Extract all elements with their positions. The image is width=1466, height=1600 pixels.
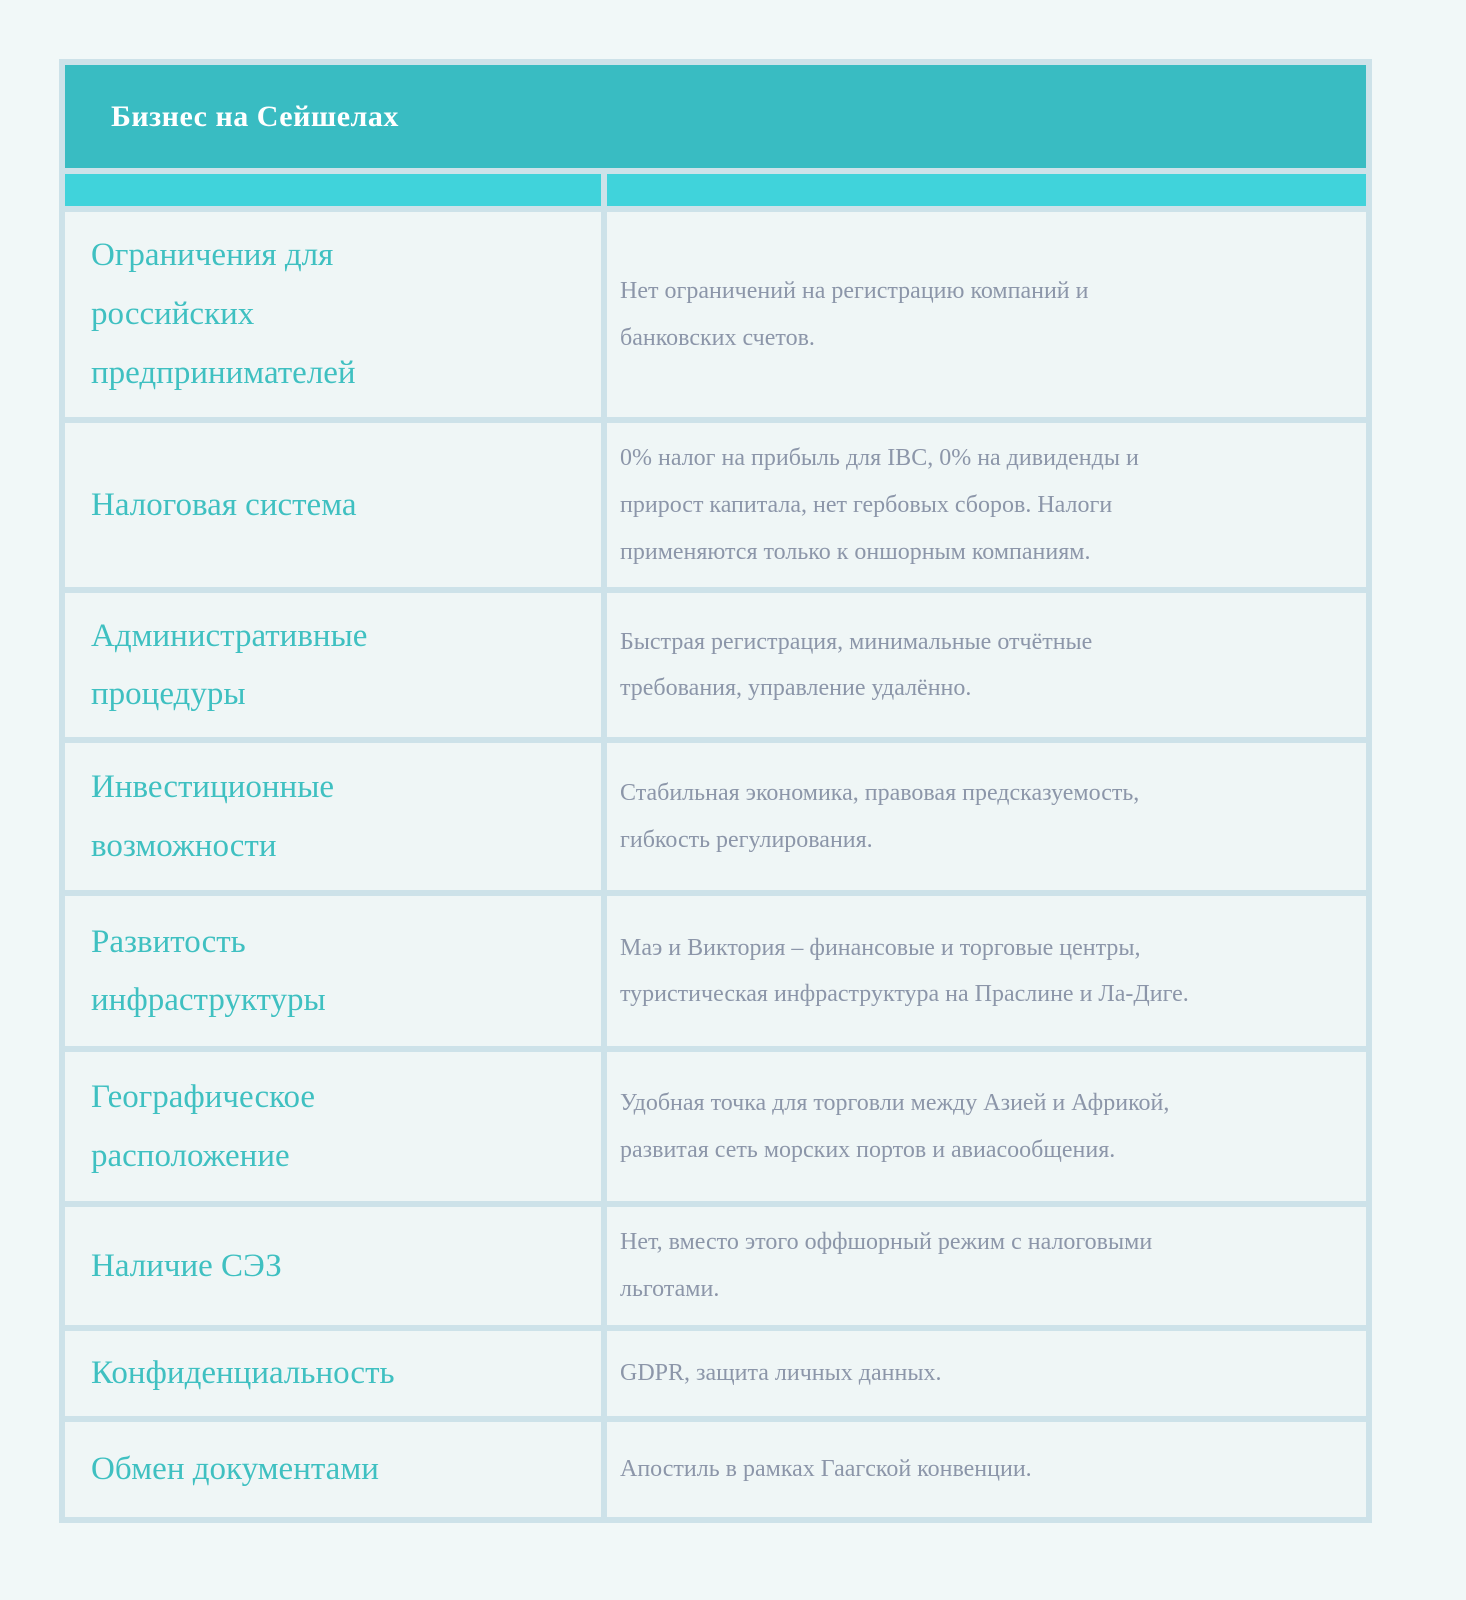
row-value: 0% налог на прибыль для IBC, 0% на дивид… <box>620 445 1139 565</box>
row-value-cell: Маэ и Виктория – финансовые и торговые ц… <box>607 896 1366 1047</box>
table-row: Географическое расположение Удобная точк… <box>65 1052 1366 1202</box>
table-subheader-row <box>65 174 1366 206</box>
row-value-cell: Удобная точка для торговли между Азией и… <box>607 1052 1366 1202</box>
table-row: Конфиденциальность GDPR, защита личных д… <box>65 1330 1366 1416</box>
row-value-cell: Стабильная экономика, правовая предсказу… <box>607 743 1366 891</box>
table-row: Налоговая система 0% налог на прибыль дл… <box>65 423 1366 588</box>
row-label-cell: Наличие СЭЗ <box>65 1207 601 1325</box>
row-value-cell: Апостиль в рамках Гаагской конвенции. <box>607 1421 1366 1517</box>
table-row: Административные процедуры Быстрая регис… <box>65 593 1366 738</box>
row-value-cell: GDPR, защита личных данных. <box>607 1330 1366 1416</box>
row-label-cell: Инвестиционные возможности <box>65 743 601 891</box>
row-label: Инвестиционные возможности <box>91 769 335 864</box>
row-label-cell: Налоговая система <box>65 423 601 588</box>
subheader-cell-right <box>607 174 1366 206</box>
row-value: Быстрая регистрация, минимальные отчётны… <box>620 628 1093 702</box>
row-label-cell: Административные процедуры <box>65 593 601 738</box>
row-value: GDPR, защита личных данных. <box>620 1360 942 1387</box>
row-label-cell: Развитость инфраструктуры <box>65 896 601 1047</box>
row-label-cell: Обмен документами <box>65 1421 601 1517</box>
table-title-bar: Бизнес на Сейшелах <box>65 65 1366 168</box>
seychelles-business-table: Бизнес на Сейшелах Ограничения для росси… <box>59 59 1372 1523</box>
table-row: Наличие СЭЗ Нет, вместо этого оффшорный … <box>65 1207 1366 1325</box>
row-label: Налоговая система <box>91 486 357 523</box>
row-label-cell: Ограничения для российских предпринимате… <box>65 212 601 417</box>
row-value: Маэ и Виктория – финансовые и торговые ц… <box>620 934 1189 1008</box>
row-value: Удобная точка для торговли между Азией и… <box>620 1090 1170 1163</box>
row-value: Апостиль в рамках Гаагской конвенции. <box>620 1456 1032 1483</box>
table-row: Ограничения для российских предпринимате… <box>65 212 1366 417</box>
subheader-cell-left <box>65 174 601 206</box>
row-label: Ограничения для российских предпринимате… <box>91 237 356 391</box>
row-value-cell: Нет, вместо этого оффшорный режим с нало… <box>607 1207 1366 1325</box>
row-value-cell: Нет ограничений на регистрацию компаний … <box>607 212 1366 417</box>
row-value: Нет, вместо этого оффшорный режим с нало… <box>620 1229 1153 1303</box>
row-label: Обмен документами <box>91 1451 379 1488</box>
row-label: Географическое расположение <box>91 1079 316 1174</box>
row-label: Наличие СЭЗ <box>91 1247 282 1284</box>
row-label: Развитость инфраструктуры <box>91 923 326 1019</box>
row-value-cell: Быстрая регистрация, минимальные отчётны… <box>607 593 1366 738</box>
row-label: Конфиденциальность <box>91 1355 395 1392</box>
row-value: Нет ограничений на регистрацию компаний … <box>620 277 1089 351</box>
table-row: Инвестиционные возможности Стабильная эк… <box>65 743 1366 891</box>
row-value-cell: 0% налог на прибыль для IBC, 0% на дивид… <box>607 423 1366 588</box>
table-title: Бизнес на Сейшелах <box>111 99 399 133</box>
row-label-cell: Конфиденциальность <box>65 1330 601 1416</box>
table-row: Обмен документами Апостиль в рамках Гааг… <box>65 1421 1366 1517</box>
row-value: Стабильная экономика, правовая предсказу… <box>620 780 1140 853</box>
row-label: Административные процедуры <box>91 617 368 713</box>
row-label-cell: Географическое расположение <box>65 1052 601 1202</box>
table-row: Развитость инфраструктуры Маэ и Виктория… <box>65 896 1366 1047</box>
